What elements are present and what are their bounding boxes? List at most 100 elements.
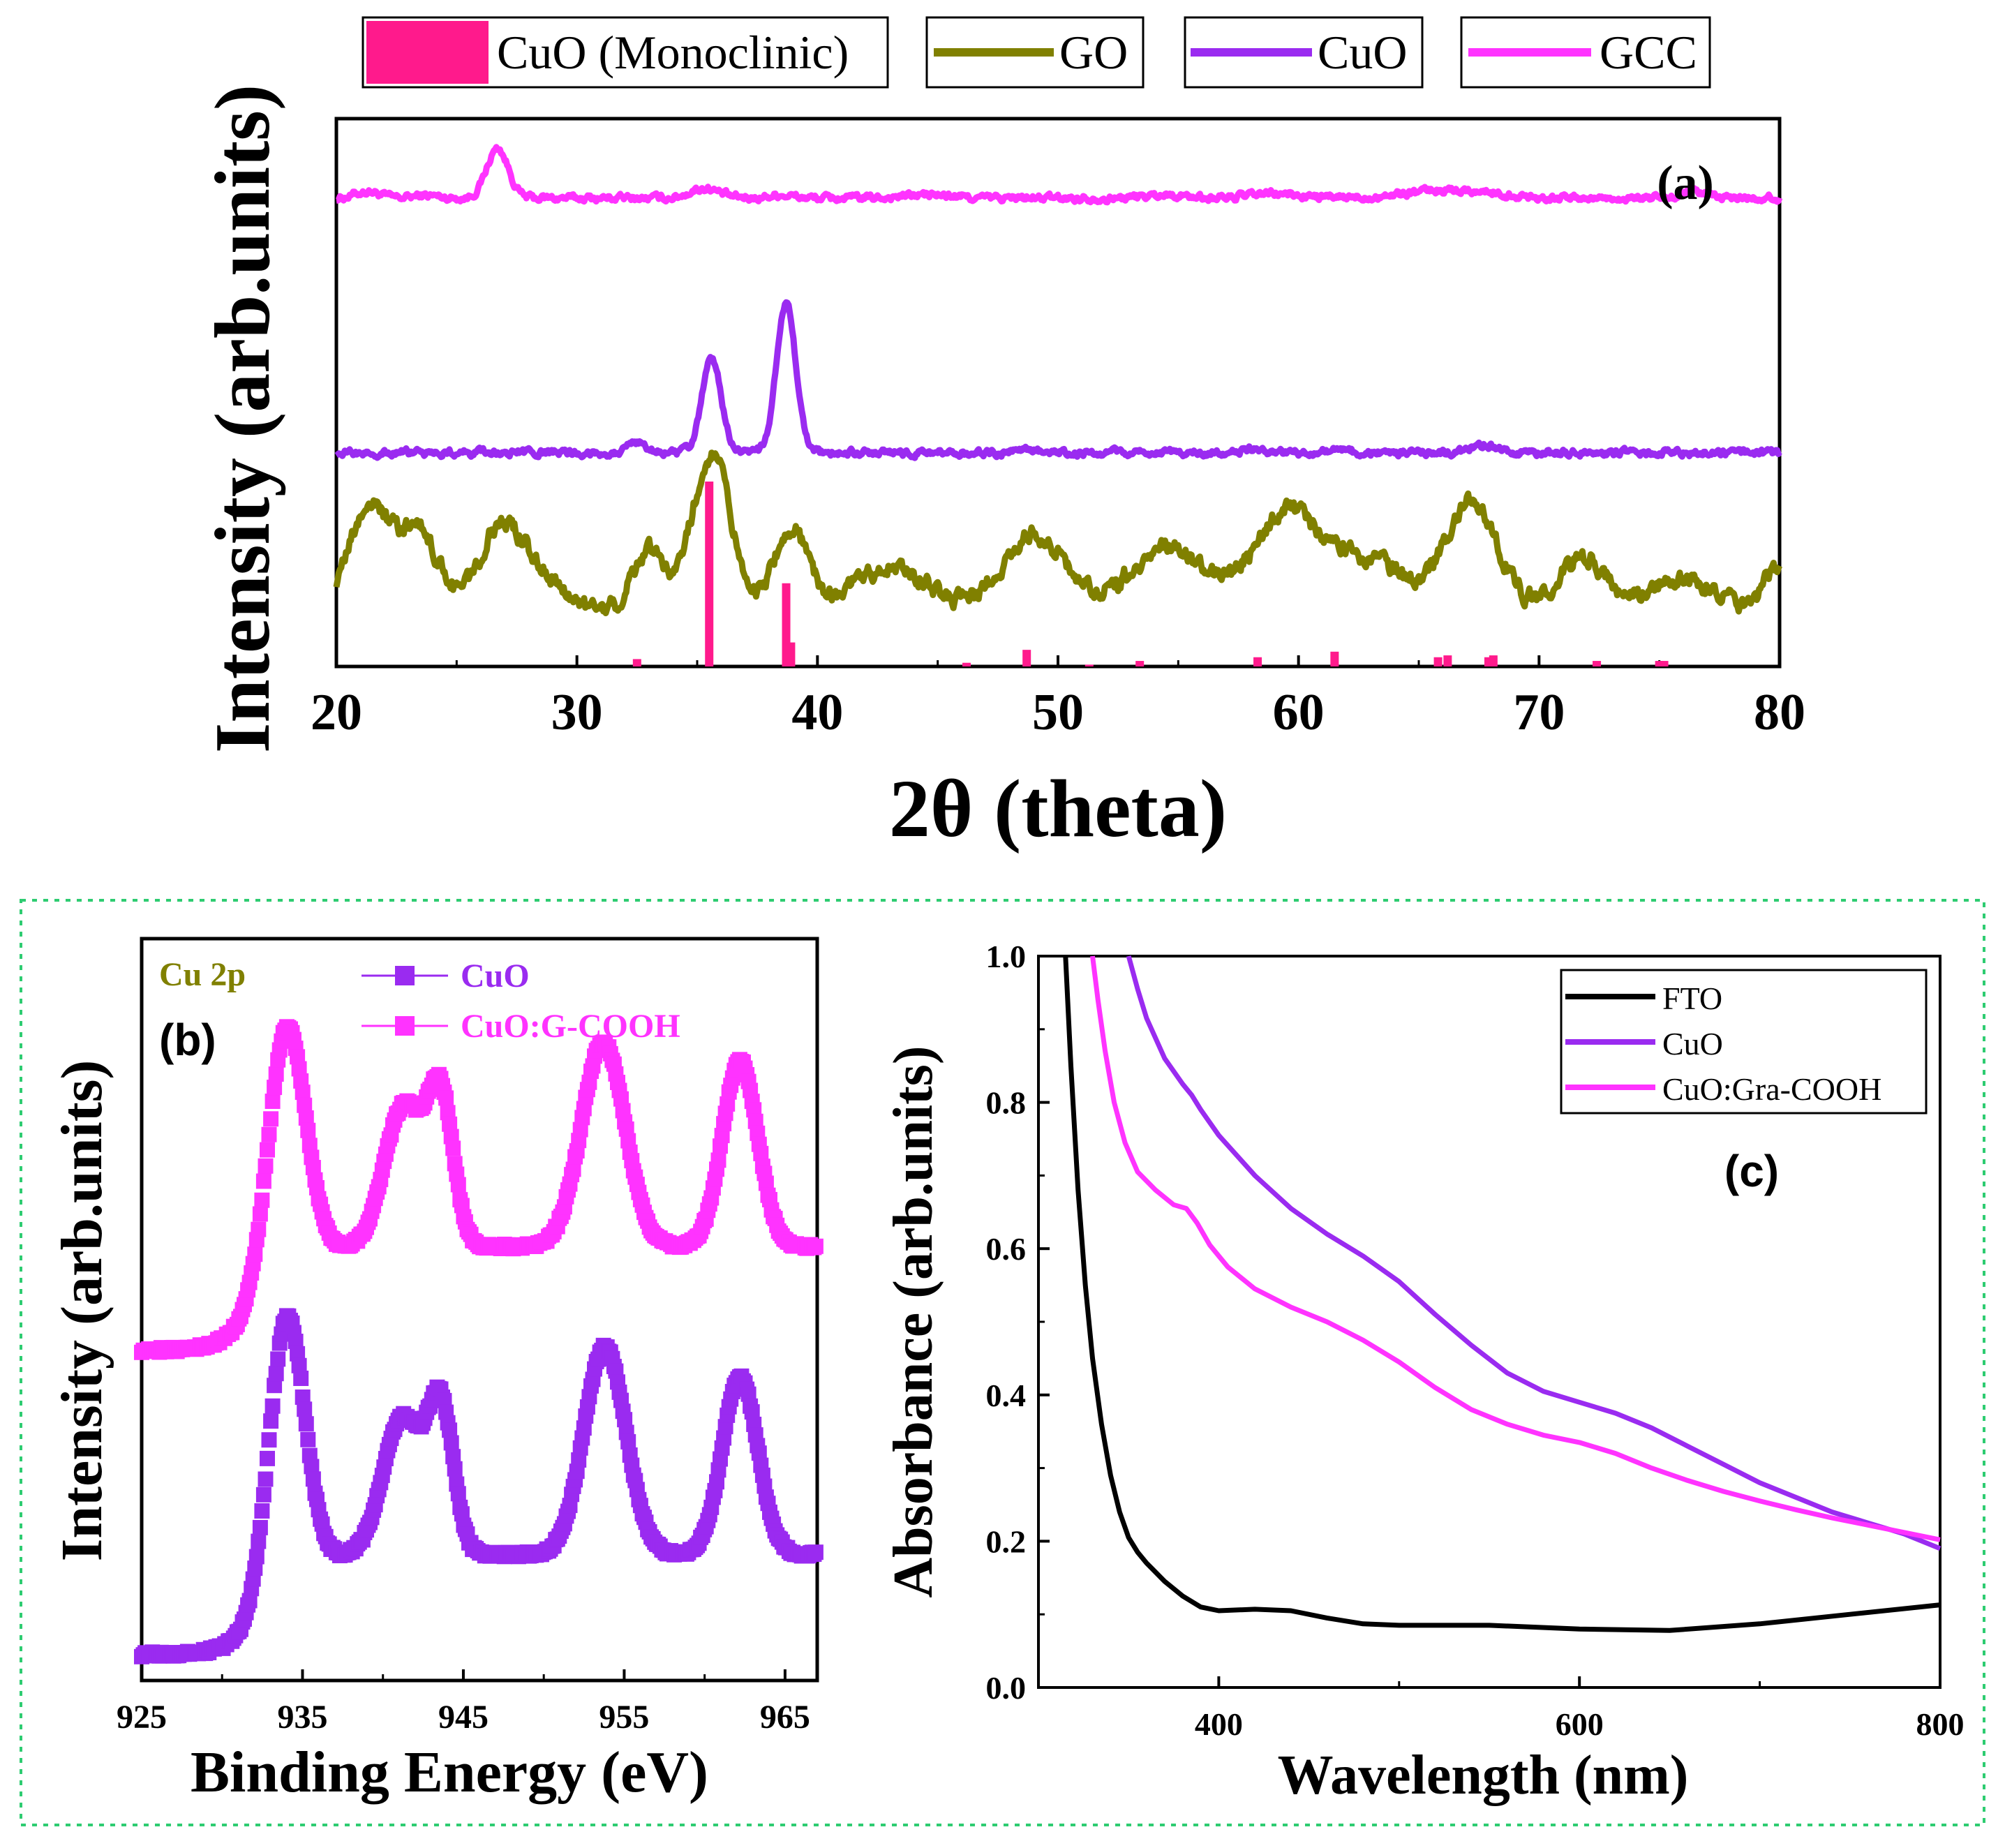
reference-stick — [787, 642, 796, 666]
data-marker — [291, 1357, 307, 1373]
series-lines — [134, 1019, 823, 1664]
data-marker — [450, 1486, 466, 1502]
data-marker — [297, 1401, 313, 1417]
x-tick-label: 945 — [438, 1699, 489, 1736]
reference-stick — [632, 659, 641, 666]
reference-stick — [962, 662, 971, 666]
data-marker — [807, 1238, 823, 1254]
legend-label: CuO:G-COOH — [461, 1008, 680, 1045]
plot-frame — [140, 937, 819, 1683]
series-line-go — [333, 449, 1783, 616]
x-tick-label: 965 — [760, 1699, 810, 1736]
data-marker — [442, 1116, 458, 1132]
x-axis-title: 2θ (theta) — [889, 763, 1227, 854]
panel-label: (a) — [1657, 156, 1714, 210]
y-axis-title: Absorbance (arb.units) — [883, 1045, 944, 1597]
legend-label: CuO — [461, 957, 530, 994]
data-marker — [751, 1445, 767, 1461]
legend-label: FTO — [1662, 981, 1722, 1016]
data-marker — [298, 1416, 314, 1432]
lower-panels-border — [20, 899, 1985, 1826]
y-tick-label: 0.6 — [986, 1231, 1027, 1267]
data-marker — [442, 1422, 458, 1438]
reference-stick — [1660, 661, 1669, 666]
data-marker — [268, 1066, 284, 1082]
x-tick-label: 30 — [551, 684, 603, 741]
legend-item-cuo: CuO — [362, 957, 530, 994]
data-marker — [258, 1158, 274, 1174]
series-line-gcc — [334, 144, 1783, 206]
panel-b-xps-chart: 925 935 945 955 965 Cu 2p (b) CuO CuO:G-COOH… — [50, 937, 823, 1805]
reference-stick — [1330, 651, 1339, 666]
y-tick-label: 0.8 — [986, 1085, 1027, 1121]
series-markers-cuo — [134, 1308, 823, 1664]
x-axis-ticks: 925 935 945 955 965 — [117, 1669, 810, 1736]
data-marker — [300, 1122, 316, 1138]
x-tick-label: 955 — [599, 1699, 649, 1736]
data-marker — [807, 1544, 823, 1560]
legend-label: CuO — [1662, 1026, 1723, 1061]
data-marker — [443, 1128, 459, 1145]
data-marker — [436, 1392, 452, 1408]
legend-item-fto: FTO — [1565, 981, 1722, 1016]
legend-item-cuo-monoclinic: CuO (Monoclinic) — [362, 16, 889, 89]
panel-label: (c) — [1724, 1146, 1779, 1196]
data-marker — [263, 1111, 279, 1127]
cu-2p-annotation: Cu 2p — [159, 956, 246, 993]
data-marker — [295, 1389, 311, 1405]
data-marker — [576, 1420, 592, 1436]
data-marker — [290, 1346, 306, 1362]
data-marker — [620, 1433, 636, 1450]
data-marker — [267, 1080, 283, 1096]
data-marker — [443, 1435, 459, 1451]
legend-swatch-marker — [395, 966, 415, 985]
data-marker — [267, 1378, 283, 1394]
x-tick-label: 70 — [1513, 684, 1565, 741]
x-tick-label: 50 — [1032, 684, 1084, 741]
data-marker — [254, 1503, 270, 1519]
data-marker — [714, 1128, 730, 1144]
data-marker — [268, 1366, 284, 1382]
y-axis-title: Intensity (arb.units) — [200, 84, 286, 753]
series-line-cuo — [334, 299, 1782, 461]
reference-stick — [1022, 650, 1031, 666]
data-marker — [710, 1152, 726, 1168]
data-marker — [255, 1486, 271, 1503]
reference-stick — [705, 482, 714, 666]
data-marker — [251, 1221, 267, 1237]
legend-item-cuo-gra-cooh: CuO:Gra-COOH — [1565, 1071, 1881, 1107]
legend-item-gcc: GCC — [1460, 16, 1711, 89]
data-marker — [298, 1110, 314, 1126]
data-marker — [613, 1091, 629, 1107]
data-marker — [247, 1560, 263, 1577]
data-marker — [261, 1432, 277, 1448]
data-marker — [571, 1452, 587, 1468]
legend-label: CuO:Gra-COOH — [1662, 1071, 1881, 1107]
data-marker — [260, 1450, 275, 1466]
y-tick-label: 0.0 — [986, 1670, 1027, 1706]
data-marker — [290, 1049, 306, 1065]
series-line-cuo — [1126, 955, 1941, 1551]
x-tick-label: 925 — [117, 1699, 167, 1736]
x-tick-label: 20 — [311, 684, 362, 741]
reference-stick — [1433, 657, 1443, 666]
reference-stick — [1489, 655, 1498, 666]
legend-item-cuo: CuO — [1565, 1026, 1723, 1061]
y-tick-label: 0.4 — [986, 1378, 1027, 1413]
data-marker — [255, 1173, 271, 1189]
reference-stick — [1655, 661, 1664, 666]
data-marker — [301, 1138, 318, 1154]
x-axis-title: Wavelength (nm) — [1278, 1745, 1689, 1806]
data-marker — [447, 1461, 463, 1477]
x-axis-ticks: 20 30 40 50 60 70 80 — [311, 655, 1805, 741]
data-marker — [304, 1459, 320, 1475]
series-markers-cuo-g-cooh — [134, 1019, 823, 1360]
series-line-cuo-gra-cooh — [1090, 955, 1941, 1542]
legend-item-go: GO — [925, 16, 1145, 89]
panel-label: (b) — [159, 1015, 216, 1065]
legend-label: GCC — [1600, 26, 1697, 79]
panel-c-absorbance-chart: 400 600 800 0.0 0.2 0.4 0.6 0.8 1.0 FTO CuO CuO:… — [883, 939, 1965, 1806]
x-tick-label: 40 — [791, 684, 843, 741]
reference-stick — [1253, 657, 1262, 666]
legend-swatch-marker — [395, 1016, 415, 1036]
